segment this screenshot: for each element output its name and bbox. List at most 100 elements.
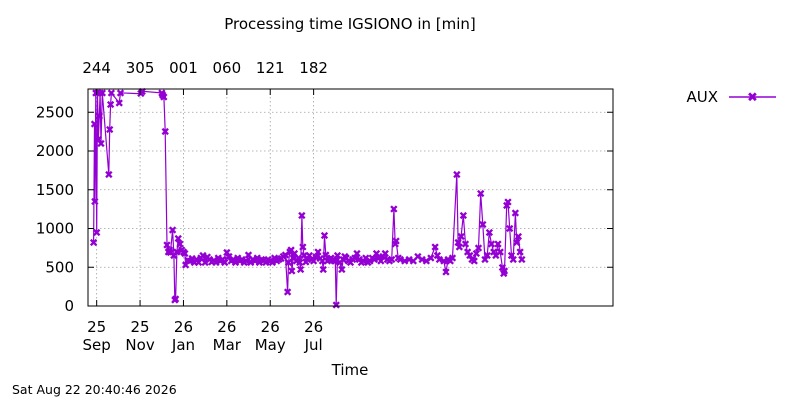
data-point: ✖: [257, 254, 266, 267]
data-point: ✖: [287, 265, 296, 278]
data-point: ✖: [159, 91, 168, 104]
data-point: ✖: [480, 254, 489, 267]
data-point: ✖: [461, 238, 470, 251]
data-point: ✖: [259, 254, 268, 267]
x-tick-label-month: Nov: [125, 336, 154, 354]
data-point: ✖: [396, 254, 405, 267]
data-point: ✖: [107, 87, 116, 100]
data-point: ✖: [439, 255, 448, 268]
data-point: ✖: [381, 247, 390, 260]
data-point: ✖: [105, 123, 114, 136]
data-series-aux: ✖✖✖✖✖✖✖✖✖✖✖✖✖✖✖✖✖ ✖✖ ✖✖✖✖✖✖✖✖✖✖✖✖✖✖✖✖✖✖✖✖✖…: [89, 85, 527, 312]
data-point: ✖: [391, 238, 400, 251]
data-point: ✖: [355, 254, 364, 267]
data-point: ✖: [335, 257, 344, 270]
data-point: ✖: [177, 244, 186, 257]
chart-title: Processing time IGSIONO in [min]: [224, 15, 476, 33]
data-point: ✖: [220, 257, 229, 270]
data-point: ✖: [303, 253, 312, 266]
data-point: ✖: [168, 224, 177, 237]
legend-marker-aux: ✖: [747, 91, 758, 106]
data-point: ✖: [463, 246, 472, 259]
data-point: ✖: [307, 254, 316, 267]
data-point: ✖: [344, 255, 353, 268]
data-point: ✖: [227, 255, 236, 268]
data-point: ✖: [368, 252, 377, 265]
data-point: ✖: [474, 242, 483, 255]
data-point: ✖: [320, 230, 329, 243]
data-point: ✖: [180, 247, 189, 260]
data-point: ✖: [205, 254, 214, 267]
data-point: ✖: [455, 241, 464, 254]
data-point: ✖: [91, 87, 100, 100]
data-point: ✖: [175, 238, 184, 251]
data-point: ✖: [325, 254, 334, 267]
data-point: ✖: [286, 244, 295, 257]
data-point: ✖: [276, 253, 285, 266]
data-point: ✖: [509, 254, 518, 267]
data-point: ✖: [229, 254, 238, 267]
data-point: ✖: [283, 286, 292, 299]
data-point: ✖: [161, 126, 170, 139]
data-point: ✖: [274, 254, 283, 267]
data-point: ✖: [116, 87, 125, 100]
data-point: ✖: [138, 85, 147, 98]
y-tick-label: 2000: [36, 142, 74, 160]
data-point: ✖: [430, 241, 439, 254]
data-point: ✖: [172, 246, 181, 259]
data-point: ✖: [498, 261, 507, 274]
x2-tick-label: 244: [82, 59, 111, 77]
data-point: ✖: [90, 118, 99, 131]
x2-tick-label: 121: [256, 59, 285, 77]
y-tick-label: 1500: [36, 181, 74, 199]
data-point: ✖: [453, 236, 462, 249]
data-point: ✖: [248, 254, 257, 267]
data-point: ✖: [470, 255, 479, 268]
axes: 0500100015002000250025Sep25Nov26Jan26Mar…: [36, 59, 613, 354]
data-point: ✖: [209, 254, 218, 267]
data-point: ✖: [346, 257, 355, 270]
data-point: ✖: [515, 246, 524, 259]
data-point: ✖: [292, 255, 301, 268]
data-point: ✖: [200, 257, 209, 270]
x-axis-label: Time: [331, 361, 369, 379]
data-point: ✖: [261, 257, 270, 270]
data-point: ✖: [483, 250, 492, 263]
data-point: ✖: [404, 254, 413, 267]
data-point: ✖: [298, 241, 307, 254]
data-point: ✖: [387, 254, 396, 267]
data-point: ✖: [311, 251, 320, 264]
data-point: ✖: [383, 254, 392, 267]
plot-frame: [87, 88, 614, 307]
data-point: ✖: [433, 250, 442, 263]
x-tick-label-day: 25: [131, 318, 150, 336]
data-point: ✖: [166, 247, 175, 260]
x2-tick-label: 060: [213, 59, 242, 77]
data-point: ✖: [512, 236, 521, 249]
data-point: ✖: [338, 254, 347, 267]
x-tick-label-day: 26: [304, 318, 323, 336]
legend: AUX ✖: [686, 88, 776, 106]
data-point: ✖: [309, 255, 318, 268]
data-point: ✖: [235, 255, 244, 268]
data-point: ✖: [289, 252, 298, 265]
data-point: ✖: [207, 256, 216, 269]
data-point: ✖: [179, 246, 188, 259]
data-point: ✖: [253, 252, 262, 265]
data-point: ✖: [224, 250, 233, 263]
data-point: ✖: [162, 239, 171, 252]
data-point: ✖: [190, 257, 199, 270]
data-point: ✖: [284, 257, 293, 270]
data-point: ✖: [319, 264, 328, 277]
data-point: ✖: [352, 247, 361, 260]
y-tick-label: 2500: [36, 103, 74, 121]
data-point: ✖: [214, 252, 223, 265]
data-point: ✖: [330, 255, 339, 268]
legend-label-aux: AUX: [686, 88, 718, 106]
data-point: ✖: [321, 249, 330, 262]
data-point: ✖: [181, 259, 190, 272]
data-point: ✖: [272, 255, 281, 268]
data-point: ✖: [98, 87, 107, 100]
data-point: ✖: [194, 257, 203, 270]
data-point: ✖: [222, 247, 231, 260]
